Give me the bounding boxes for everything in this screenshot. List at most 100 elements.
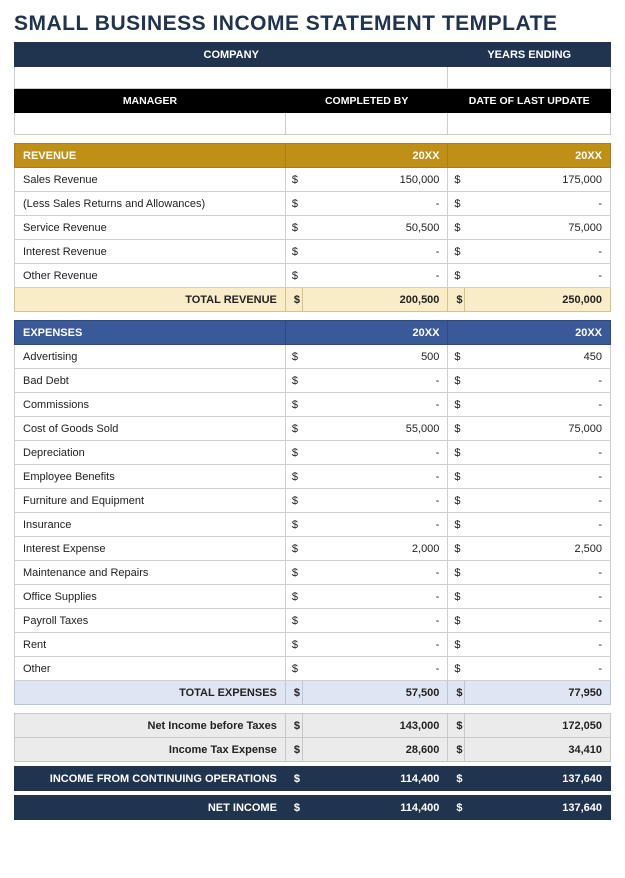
expenses-cur1: $ — [285, 537, 302, 561]
net-before-tax-y1: 143,000 — [302, 714, 448, 738]
expenses-y2[interactable]: 450 — [465, 345, 611, 369]
revenue-cur2: $ — [448, 192, 465, 216]
expenses-y2[interactable]: - — [465, 609, 611, 633]
revenue-label: Sales Revenue — [15, 168, 286, 192]
revenue-total-y2: 250,000 — [465, 288, 611, 312]
net-income-y1: 114,400 — [302, 796, 448, 820]
revenue-y2[interactable]: - — [465, 240, 611, 264]
expenses-total-cur1: $ — [285, 681, 302, 705]
net-before-tax-y2: 172,050 — [465, 714, 611, 738]
header-manager: MANAGER — [15, 89, 286, 113]
revenue-cur2: $ — [448, 216, 465, 240]
revenue-row: Other Revenue$-$- — [15, 264, 611, 288]
expenses-label: Furniture and Equipment — [15, 489, 286, 513]
expenses-y1[interactable]: - — [302, 441, 448, 465]
revenue-total-y1: 200,500 — [302, 288, 448, 312]
expenses-label: Maintenance and Repairs — [15, 561, 286, 585]
expenses-label: Bad Debt — [15, 369, 286, 393]
expenses-y1[interactable]: - — [302, 369, 448, 393]
revenue-y2[interactable]: - — [465, 264, 611, 288]
expenses-label: Cost of Goods Sold — [15, 417, 286, 441]
expenses-y2[interactable]: 75,000 — [465, 417, 611, 441]
revenue-total-label: TOTAL REVENUE — [15, 288, 286, 312]
date-last-update-input[interactable] — [448, 113, 611, 135]
expenses-y2[interactable]: - — [465, 441, 611, 465]
expenses-cur2: $ — [448, 345, 465, 369]
header-completed-by: COMPLETED BY — [285, 89, 448, 113]
net-before-tax-cur1: $ — [285, 714, 302, 738]
revenue-label: Service Revenue — [15, 216, 286, 240]
expenses-cur2: $ — [448, 489, 465, 513]
expenses-y2[interactable]: - — [465, 657, 611, 681]
expenses-y1[interactable]: 500 — [302, 345, 448, 369]
net-before-tax-cur2: $ — [448, 714, 465, 738]
expenses-y1[interactable]: - — [302, 489, 448, 513]
expenses-cur1: $ — [285, 489, 302, 513]
revenue-y1[interactable]: - — [302, 240, 448, 264]
expenses-label: Commissions — [15, 393, 286, 417]
expenses-y2[interactable]: - — [465, 633, 611, 657]
expenses-y1[interactable]: - — [302, 609, 448, 633]
expenses-year2: 20XX — [448, 321, 611, 345]
expenses-cur2: $ — [448, 369, 465, 393]
expenses-label: Depreciation — [15, 441, 286, 465]
manager-input[interactable] — [15, 113, 286, 135]
revenue-label: Other Revenue — [15, 264, 286, 288]
expenses-row: Rent$-$- — [15, 633, 611, 657]
expenses-label: Payroll Taxes — [15, 609, 286, 633]
expenses-y2[interactable]: - — [465, 489, 611, 513]
expenses-y2[interactable]: - — [465, 369, 611, 393]
expenses-label: Advertising — [15, 345, 286, 369]
revenue-row: Sales Revenue$150,000$175,000 — [15, 168, 611, 192]
expenses-cur1: $ — [285, 513, 302, 537]
expenses-total-y2: 77,950 — [465, 681, 611, 705]
expenses-y1[interactable]: - — [302, 561, 448, 585]
expenses-row: Bad Debt$-$- — [15, 369, 611, 393]
revenue-table: REVENUE 20XX 20XX Sales Revenue$150,000$… — [14, 143, 611, 312]
revenue-year1: 20XX — [285, 144, 448, 168]
expenses-y2[interactable]: - — [465, 561, 611, 585]
expenses-cur1: $ — [285, 369, 302, 393]
revenue-y1[interactable]: - — [302, 192, 448, 216]
expenses-y1[interactable]: - — [302, 657, 448, 681]
years-ending-input[interactable] — [448, 67, 611, 89]
revenue-y1[interactable]: - — [302, 264, 448, 288]
revenue-y2[interactable]: - — [465, 192, 611, 216]
revenue-label: (Less Sales Returns and Allowances) — [15, 192, 286, 216]
expenses-label: Other — [15, 657, 286, 681]
expenses-table: EXPENSES 20XX 20XX Advertising$500$450Ba… — [14, 320, 611, 705]
expenses-y2[interactable]: - — [465, 393, 611, 417]
revenue-y1[interactable]: 50,500 — [302, 216, 448, 240]
expenses-cur2: $ — [448, 465, 465, 489]
revenue-label: Interest Revenue — [15, 240, 286, 264]
expenses-y2[interactable]: - — [465, 465, 611, 489]
tax-expense-y2: 34,410 — [465, 738, 611, 762]
expenses-y1[interactable]: 2,000 — [302, 537, 448, 561]
tax-expense-cur2: $ — [448, 738, 465, 762]
net-before-tax-label: Net Income before Taxes — [15, 714, 286, 738]
expenses-y1[interactable]: - — [302, 513, 448, 537]
company-input[interactable] — [15, 67, 448, 89]
header-company: COMPANY — [15, 43, 448, 67]
revenue-cur1: $ — [285, 264, 302, 288]
revenue-row: Interest Revenue$-$- — [15, 240, 611, 264]
expenses-y1[interactable]: - — [302, 585, 448, 609]
expenses-y2[interactable]: - — [465, 585, 611, 609]
expenses-title: EXPENSES — [15, 321, 286, 345]
expenses-y1[interactable]: - — [302, 393, 448, 417]
expenses-cur2: $ — [448, 561, 465, 585]
cont-ops-label: INCOME FROM CONTINUING OPERATIONS — [15, 767, 286, 791]
expenses-y2[interactable]: 2,500 — [465, 537, 611, 561]
revenue-y2[interactable]: 75,000 — [465, 216, 611, 240]
expenses-y2[interactable]: - — [465, 513, 611, 537]
expenses-y1[interactable]: 55,000 — [302, 417, 448, 441]
expenses-row: Payroll Taxes$-$- — [15, 609, 611, 633]
expenses-cur1: $ — [285, 633, 302, 657]
header-table: COMPANY YEARS ENDING MANAGER COMPLETED B… — [14, 42, 611, 135]
expenses-y1[interactable]: - — [302, 633, 448, 657]
expenses-row: Other$-$- — [15, 657, 611, 681]
revenue-y1[interactable]: 150,000 — [302, 168, 448, 192]
completed-by-input[interactable] — [285, 113, 448, 135]
revenue-y2[interactable]: 175,000 — [465, 168, 611, 192]
expenses-y1[interactable]: - — [302, 465, 448, 489]
